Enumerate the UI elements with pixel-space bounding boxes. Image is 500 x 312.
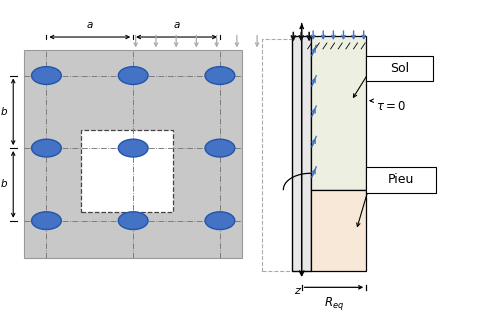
Circle shape (205, 67, 235, 85)
Bar (292, 36, 310, 271)
Text: Pieu: Pieu (388, 173, 414, 187)
Circle shape (32, 212, 62, 230)
Bar (81, 130, 173, 212)
Bar (24, 50, 242, 258)
Circle shape (32, 67, 62, 85)
Bar (262, 38, 342, 271)
Circle shape (32, 139, 62, 157)
Bar (310, 190, 366, 271)
Text: z: z (294, 286, 300, 296)
Text: b: b (0, 107, 7, 117)
Circle shape (118, 139, 148, 157)
FancyBboxPatch shape (366, 167, 436, 193)
Circle shape (205, 139, 235, 157)
Text: a: a (86, 20, 93, 30)
Circle shape (118, 212, 148, 230)
Text: a: a (174, 20, 180, 30)
Circle shape (118, 67, 148, 85)
FancyBboxPatch shape (366, 56, 433, 81)
Text: $\tau = 0$: $\tau = 0$ (376, 100, 406, 113)
Text: Sol: Sol (390, 62, 409, 76)
Bar (310, 36, 366, 190)
Text: $R_{eq}$: $R_{eq}$ (324, 295, 344, 312)
Text: b: b (0, 179, 7, 189)
Circle shape (205, 212, 235, 230)
